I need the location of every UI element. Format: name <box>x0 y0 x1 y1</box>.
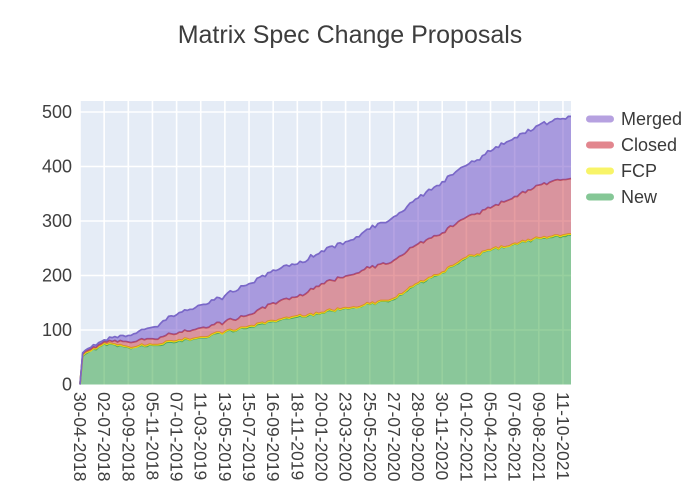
x-tick-label-15: 30-11-2020 <box>432 392 452 480</box>
chart-title: Matrix Spec Change Proposals <box>178 21 523 49</box>
legend-item-closed[interactable]: Closed <box>586 135 677 155</box>
x-tick-label-4: 07-01-2019 <box>167 392 187 482</box>
legend-label-fcp: FCP <box>621 161 657 181</box>
y-tick-label-400: 400 <box>42 157 72 177</box>
x-tick-label-17: 05-04-2021 <box>481 392 501 482</box>
y-tick-label-500: 500 <box>42 102 72 122</box>
line-merged <box>79 115 571 385</box>
legend-item-merged[interactable]: Merged <box>586 109 682 129</box>
x-tick-label-8: 16-09-2019 <box>263 392 283 482</box>
x-tick-label-12: 25-05-2020 <box>360 392 380 482</box>
x-tick-label-6: 13-05-2019 <box>215 392 235 482</box>
y-tick-label-300: 300 <box>42 211 72 231</box>
y-tick-label-0: 0 <box>62 375 72 395</box>
stacked-areas <box>79 115 572 385</box>
x-tick-label-5: 11-03-2019 <box>191 392 211 480</box>
x-tick-label-16: 01-02-2021 <box>456 392 476 482</box>
legend-swatch-merged <box>586 115 614 123</box>
legend-swatch-new <box>586 193 614 201</box>
legend-item-fcp[interactable]: FCP <box>586 161 657 181</box>
y-tick-label-200: 200 <box>42 266 72 286</box>
legend-item-new[interactable]: New <box>586 187 658 207</box>
x-tick-label-2: 03-09-2018 <box>118 392 138 482</box>
legend-swatch-fcp <box>586 167 614 175</box>
legend-label-closed: Closed <box>621 135 677 155</box>
area-closed <box>80 178 571 385</box>
x-tick-label-19: 09-08-2021 <box>529 392 549 482</box>
x-tick-label-20: 11-10-2021 <box>553 392 573 480</box>
x-tick-label-7: 15-07-2019 <box>239 392 259 482</box>
x-tick-label-10: 20-01-2020 <box>311 392 331 482</box>
x-tick-label-11: 23-03-2020 <box>336 392 356 482</box>
x-tick-label-9: 18-11-2019 <box>287 392 307 480</box>
x-tick-label-18: 07-06-2021 <box>505 392 525 482</box>
y-tick-label-100: 100 <box>42 320 72 340</box>
legend: Merged Closed FCP New <box>586 109 682 207</box>
y-axis-labels: 0 100 200 300 400 500 <box>42 102 72 395</box>
x-tick-label-3: 05-11-2018 <box>142 392 162 480</box>
x-axis-labels: 30-04-2018 02-07-2018 03-09-2018 05-11-2018… <box>70 392 573 482</box>
legend-label-new: New <box>621 187 658 207</box>
legend-label-merged: Merged <box>621 109 682 129</box>
x-tick-label-0: 30-04-2018 <box>70 392 90 482</box>
legend-swatch-closed <box>586 141 614 149</box>
area-new <box>80 234 571 385</box>
x-tick-label-14: 28-09-2020 <box>408 392 428 482</box>
x-tick-label-1: 02-07-2018 <box>94 392 114 482</box>
x-tick-label-13: 27-07-2020 <box>384 392 404 482</box>
